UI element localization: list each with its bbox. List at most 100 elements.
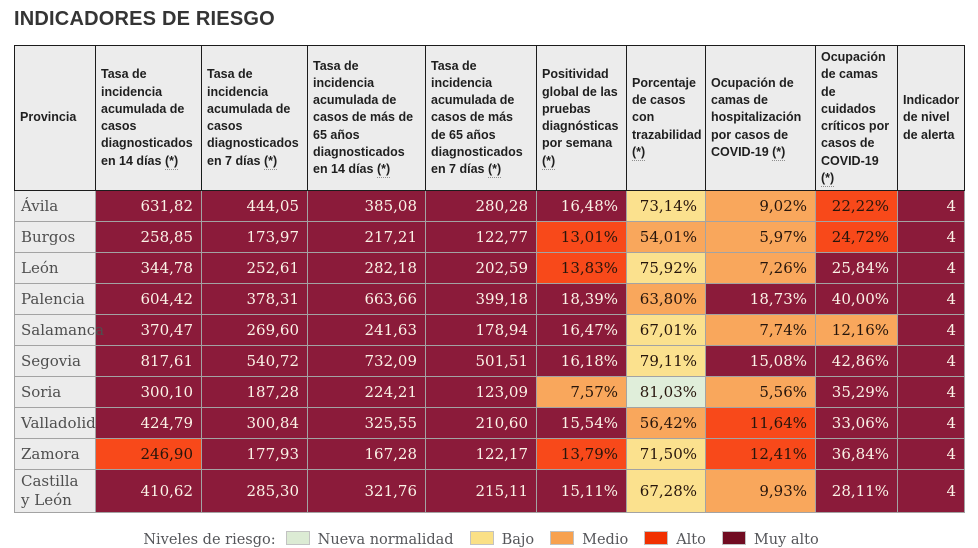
value-cell: 732,09 xyxy=(307,345,426,377)
value-cell: 12,16% xyxy=(815,314,898,346)
value-cell: 540,72 xyxy=(201,345,308,377)
province-cell: Burgos xyxy=(14,221,96,253)
tooltip-marker[interactable]: (*) xyxy=(542,153,556,170)
province-cell: Castilla y León xyxy=(14,469,96,513)
legend-item: Alto xyxy=(644,530,706,548)
value-cell: 15,54% xyxy=(536,407,627,439)
tooltip-marker[interactable]: (*) xyxy=(164,153,179,170)
column-header-label: Tasa de incidencia acumulada de casos de… xyxy=(431,58,523,177)
value-cell: 4 xyxy=(897,252,965,284)
value-cell: 25,84% xyxy=(815,252,898,284)
column-header-label: Ocupación de camas de hospitalización po… xyxy=(711,75,802,159)
column-header-label: Positividad global de las pruebas diagnó… xyxy=(542,67,619,151)
value-cell: 631,82 xyxy=(95,190,202,222)
tooltip-marker[interactable]: (*) xyxy=(632,144,646,161)
column-header: Tasa de incidencia acumulada de casos de… xyxy=(307,45,426,191)
value-cell: 167,28 xyxy=(307,438,426,470)
tooltip-marker[interactable]: (*) xyxy=(772,144,786,161)
column-header-label: Tasa de incidencia acumulada de casos de… xyxy=(313,58,414,177)
value-cell: 4 xyxy=(897,283,965,315)
value-cell: 4 xyxy=(897,376,965,408)
column-header: Provincia xyxy=(14,45,96,191)
legend-items: Nueva normalidad Bajo Medio Alto Muy alto xyxy=(285,530,835,548)
value-cell: 22,22% xyxy=(815,190,898,222)
value-cell: 399,18 xyxy=(425,283,537,315)
value-cell: 224,21 xyxy=(307,376,426,408)
column-header-label: Porcentaje de casos con trazabilidad xyxy=(632,75,702,142)
value-cell: 13,01% xyxy=(536,221,627,253)
legend-item-label: Bajo xyxy=(501,531,535,548)
value-cell: 67,28% xyxy=(626,469,706,513)
value-cell: 16,47% xyxy=(536,314,627,346)
value-cell: 4 xyxy=(897,345,965,377)
value-cell: 5,97% xyxy=(705,221,816,253)
column-header: Positividad global de las pruebas diagnó… xyxy=(536,45,627,191)
page-title: INDICADORES DE RIESGO xyxy=(14,8,275,30)
tooltip-marker[interactable]: (*) xyxy=(263,153,278,170)
value-cell: 81,03% xyxy=(626,376,706,408)
header-row: Provincia Tasa de incidencia acumulada de… xyxy=(14,45,965,191)
value-cell: 35,29% xyxy=(815,376,898,408)
table-row: Palencia 604,42 378,31 663,66 399,18 18,39% 63… xyxy=(14,283,965,315)
value-cell: 16,48% xyxy=(536,190,627,222)
value-cell: 173,97 xyxy=(201,221,308,253)
value-cell: 54,01% xyxy=(626,221,706,253)
legend-item-label: Medio xyxy=(582,531,629,548)
value-cell: 42,86% xyxy=(815,345,898,377)
value-cell: 378,31 xyxy=(201,283,308,315)
value-cell: 73,14% xyxy=(626,190,706,222)
column-header-label: Tasa de incidencia acumulada de casos di… xyxy=(207,67,299,168)
value-cell: 177,93 xyxy=(201,438,308,470)
tooltip-marker[interactable]: (*) xyxy=(821,170,835,187)
value-cell: 258,85 xyxy=(95,221,202,253)
legend-swatch-alto xyxy=(644,530,669,545)
value-cell: 56,42% xyxy=(626,407,706,439)
value-cell: 4 xyxy=(897,190,965,222)
tooltip-marker[interactable]: (*) xyxy=(487,162,502,179)
value-cell: 9,02% xyxy=(705,190,816,222)
legend-swatch-medio xyxy=(550,530,575,545)
value-cell: 282,18 xyxy=(307,252,426,284)
value-cell: 321,76 xyxy=(307,469,426,513)
legend-title: Niveles de riesgo: xyxy=(143,531,276,548)
value-cell: 67,01% xyxy=(626,314,706,346)
column-header: Porcentaje de casos con trazabilidad (*) xyxy=(626,45,706,191)
province-cell: Palencia xyxy=(14,283,96,315)
value-cell: 18,73% xyxy=(705,283,816,315)
value-cell: 202,59 xyxy=(425,252,537,284)
value-cell: 24,72% xyxy=(815,221,898,253)
province-cell: Segovia xyxy=(14,345,96,377)
value-cell: 300,84 xyxy=(201,407,308,439)
value-cell: 4 xyxy=(897,469,965,513)
value-cell: 178,94 xyxy=(425,314,537,346)
table-row: Soria 300,10 187,28 224,21 123,09 7,57% 81,03%… xyxy=(14,376,965,408)
value-cell: 122,77 xyxy=(425,221,537,253)
value-cell: 7,74% xyxy=(705,314,816,346)
value-cell: 7,26% xyxy=(705,252,816,284)
tooltip-marker[interactable]: (*) xyxy=(376,162,391,179)
value-cell: 5,56% xyxy=(705,376,816,408)
risk-indicators-table: Provincia Tasa de incidencia acumulada de… xyxy=(14,45,965,513)
value-cell: 36,84% xyxy=(815,438,898,470)
province-cell: León xyxy=(14,252,96,284)
value-cell: 217,21 xyxy=(307,221,426,253)
value-cell: 246,90 xyxy=(95,438,202,470)
value-cell: 18,39% xyxy=(536,283,627,315)
legend-item: Nueva normalidad xyxy=(285,530,454,548)
table-row: Castilla y León 410,62 285,30 321,76 215,11 1… xyxy=(14,469,965,513)
table-row: Zamora 246,90 177,93 167,28 122,17 13,79% 71,5… xyxy=(14,438,965,470)
value-cell: 325,55 xyxy=(307,407,426,439)
column-header: Tasa de incidencia acumulada de casos de… xyxy=(425,45,537,191)
value-cell: 424,79 xyxy=(95,407,202,439)
table-row: Salamanca 370,47 269,60 241,63 178,94 16,47% 6… xyxy=(14,314,965,346)
value-cell: 11,64% xyxy=(705,407,816,439)
value-cell: 444,05 xyxy=(201,190,308,222)
value-cell: 344,78 xyxy=(95,252,202,284)
legend-swatch-bajo xyxy=(469,530,494,545)
value-cell: 40,00% xyxy=(815,283,898,315)
value-cell: 300,10 xyxy=(95,376,202,408)
table-row: León 344,78 252,61 282,18 202,59 13,83% 75,92%… xyxy=(14,252,965,284)
value-cell: 252,61 xyxy=(201,252,308,284)
column-header-label: Provincia xyxy=(20,110,77,125)
value-cell: 63,80% xyxy=(626,283,706,315)
